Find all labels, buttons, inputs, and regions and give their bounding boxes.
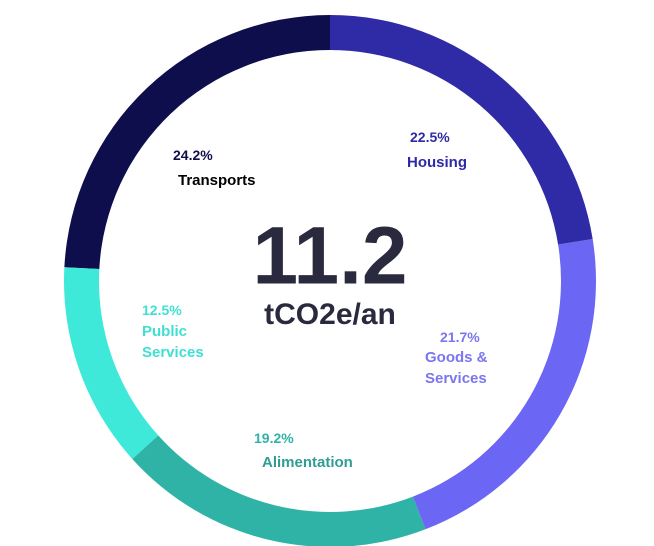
donut-segment [330, 15, 593, 245]
category-label: Transports [178, 172, 256, 189]
category-label: Goods & Services [425, 349, 488, 387]
center-value: 11.2 [252, 211, 407, 302]
center-unit: tCO2e/an [264, 298, 396, 331]
category-label: Housing [407, 154, 467, 171]
category-label: Alimentation [262, 454, 353, 471]
donut-segment [63, 267, 159, 459]
category-label: Public Services [142, 323, 204, 361]
value-label: 19.2% [254, 430, 294, 446]
value-label: 21.7% [440, 329, 480, 345]
donut-segment [412, 239, 596, 530]
donut-segment [132, 435, 426, 546]
value-label: 22.5% [410, 129, 450, 145]
value-label: 24.2% [173, 147, 213, 163]
donut-segment [64, 15, 331, 270]
value-label: 12.5% [142, 302, 182, 318]
